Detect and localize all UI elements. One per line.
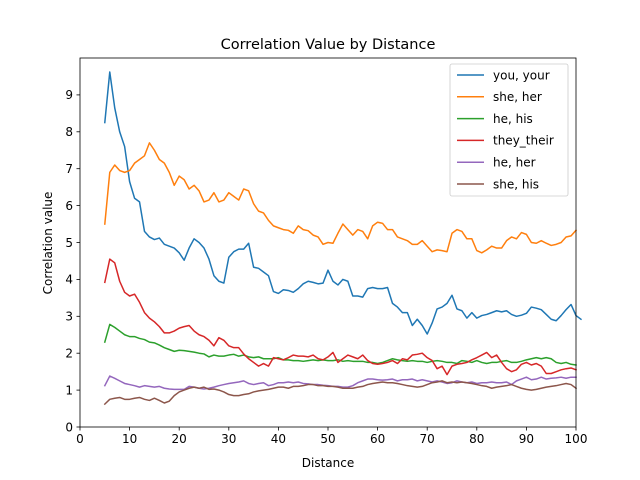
y-tick-label: 6 <box>65 199 73 213</box>
y-tick-label: 3 <box>65 310 73 324</box>
y-axis-label: Correlation value <box>41 192 55 295</box>
legend: you, your she, her he, his they_their he, he… <box>449 63 569 197</box>
y-tick-label: 8 <box>65 125 73 139</box>
x-tick-label: 0 <box>76 432 84 446</box>
x-tick-label: 60 <box>370 432 385 446</box>
x-axis-label: Distance <box>302 456 354 470</box>
x-tick-label: 100 <box>565 432 588 446</box>
chart-title: Correlation Value by Distance <box>221 37 436 53</box>
x-tick-label: 10 <box>122 432 137 446</box>
x-tick-label: 50 <box>320 432 335 446</box>
y-tick-label: 4 <box>65 273 73 287</box>
y-tick-label: 0 <box>65 420 73 434</box>
y-tick-label: 1 <box>65 383 73 397</box>
legend-label-0: you, your <box>493 68 550 82</box>
series-line-3 <box>103 258 577 376</box>
series-line-5 <box>103 380 578 406</box>
x-tick-label: 90 <box>519 432 534 446</box>
legend-label-2: he, his <box>493 112 533 126</box>
x-tick-label: 70 <box>420 432 435 446</box>
y-tick-label: 7 <box>65 162 73 176</box>
series-line-4 <box>103 375 577 391</box>
plot-area: 0 10 20 30 40 50 60 70 80 90 100 0 1 2 3 4 5 6 7 8 9 <box>65 57 588 446</box>
x-tick-label: 80 <box>469 432 484 446</box>
x-tick-label: 30 <box>221 432 236 446</box>
y-tick-label: 5 <box>65 236 73 250</box>
legend-label-3: they_their <box>493 134 554 148</box>
series-line-1 <box>103 142 578 254</box>
x-tick-label: 20 <box>172 432 187 446</box>
legend-label-1: she, her <box>493 90 542 104</box>
x-tick-label: 40 <box>271 432 286 446</box>
series-line-0 <box>103 71 583 335</box>
y-tick-label: 2 <box>65 347 73 361</box>
legend-label-4: he, her <box>493 156 536 170</box>
legend-box <box>449 63 569 197</box>
legend-label-5: she, his <box>493 177 539 191</box>
y-tick-label: 9 <box>65 88 73 102</box>
